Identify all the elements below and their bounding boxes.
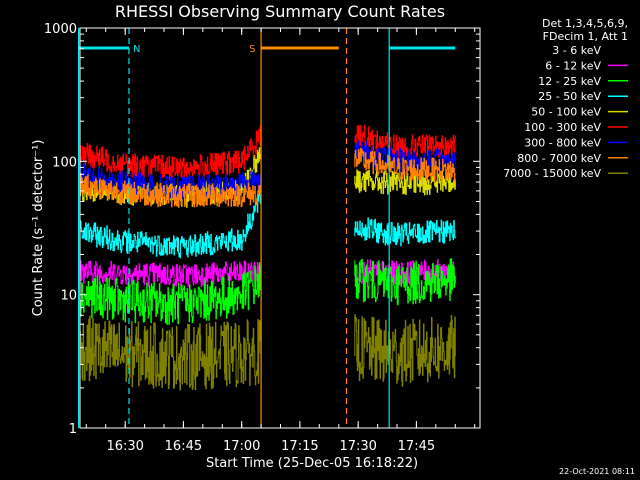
legend-entry-label-2: 12 - 25 keV bbox=[538, 75, 601, 88]
x-tick-label-5: 17:45 bbox=[398, 439, 435, 454]
axis-layer: 1 10 100 1000 16:30 16:45 17:00 17:15 17:30 17:45 bbox=[44, 22, 480, 454]
date-stamp: 22-Oct-2021 08:11 bbox=[559, 467, 635, 476]
series-line-3-segment-1 bbox=[354, 217, 456, 247]
series-line-8-segment-1 bbox=[354, 314, 456, 387]
legend-header-0: Det 1,3,4,5,6,9, bbox=[542, 17, 628, 30]
x-tick-label-4: 17:30 bbox=[339, 439, 376, 454]
legend-entry-label-7: 800 - 7000 keV bbox=[517, 152, 601, 165]
marker-night-label: N bbox=[133, 44, 140, 55]
x-axis-label: Start Time (25-Dec-05 16:18:22) bbox=[206, 456, 418, 471]
y-tick-label-2: 100 bbox=[52, 155, 77, 170]
series-line-5-segment-0 bbox=[80, 124, 262, 181]
x-tick-label-2: 17:00 bbox=[223, 439, 260, 454]
legend: Det 1,3,4,5,6,9,FDecim 1, Att 13 - 6 keV… bbox=[503, 17, 628, 180]
series-line-0-segment-1 bbox=[354, 297, 456, 428]
y-tick-label-0: 1 bbox=[69, 422, 77, 437]
series-line-3-segment-0 bbox=[80, 188, 262, 259]
series-line-1-segment-0 bbox=[80, 260, 262, 287]
legend-entry-label-5: 100 - 300 keV bbox=[524, 121, 601, 134]
y-axis-label: Count Rate (s⁻¹ detector⁻¹) bbox=[31, 140, 46, 317]
data-layer bbox=[80, 124, 456, 428]
legend-entry-label-1: 6 - 12 keV bbox=[545, 59, 601, 72]
legend-entry-label-0: 3 - 6 keV bbox=[552, 44, 601, 57]
y-tick-label-3: 1000 bbox=[44, 22, 77, 37]
series-line-7-segment-1 bbox=[354, 147, 456, 183]
series-line-2-segment-0 bbox=[80, 262, 262, 325]
legend-entry-label-6: 300 - 800 keV bbox=[524, 136, 601, 149]
x-tick-label-3: 17:15 bbox=[281, 439, 318, 454]
chart-title: RHESSI Observing Summary Count Rates bbox=[115, 2, 445, 21]
legend-entry-label-3: 25 - 50 keV bbox=[538, 90, 601, 103]
series-line-4-segment-1 bbox=[354, 169, 456, 196]
series-line-7-segment-0 bbox=[80, 173, 262, 208]
x-tick-label-1: 16:45 bbox=[165, 439, 202, 454]
legend-entry-label-4: 50 - 100 keV bbox=[531, 106, 601, 119]
series-line-8-segment-0 bbox=[80, 315, 262, 391]
x-tick-label-0: 16:30 bbox=[106, 439, 143, 454]
series-line-0-segment-0 bbox=[80, 302, 262, 428]
y-tick-label-1: 10 bbox=[60, 289, 77, 304]
marker-saa-label: S bbox=[249, 44, 255, 55]
legend-entry-label-8: 7000 - 15000 keV bbox=[503, 167, 601, 180]
legend-header-1: FDecim 1, Att 1 bbox=[543, 30, 628, 43]
series-line-2-segment-1 bbox=[354, 258, 456, 306]
